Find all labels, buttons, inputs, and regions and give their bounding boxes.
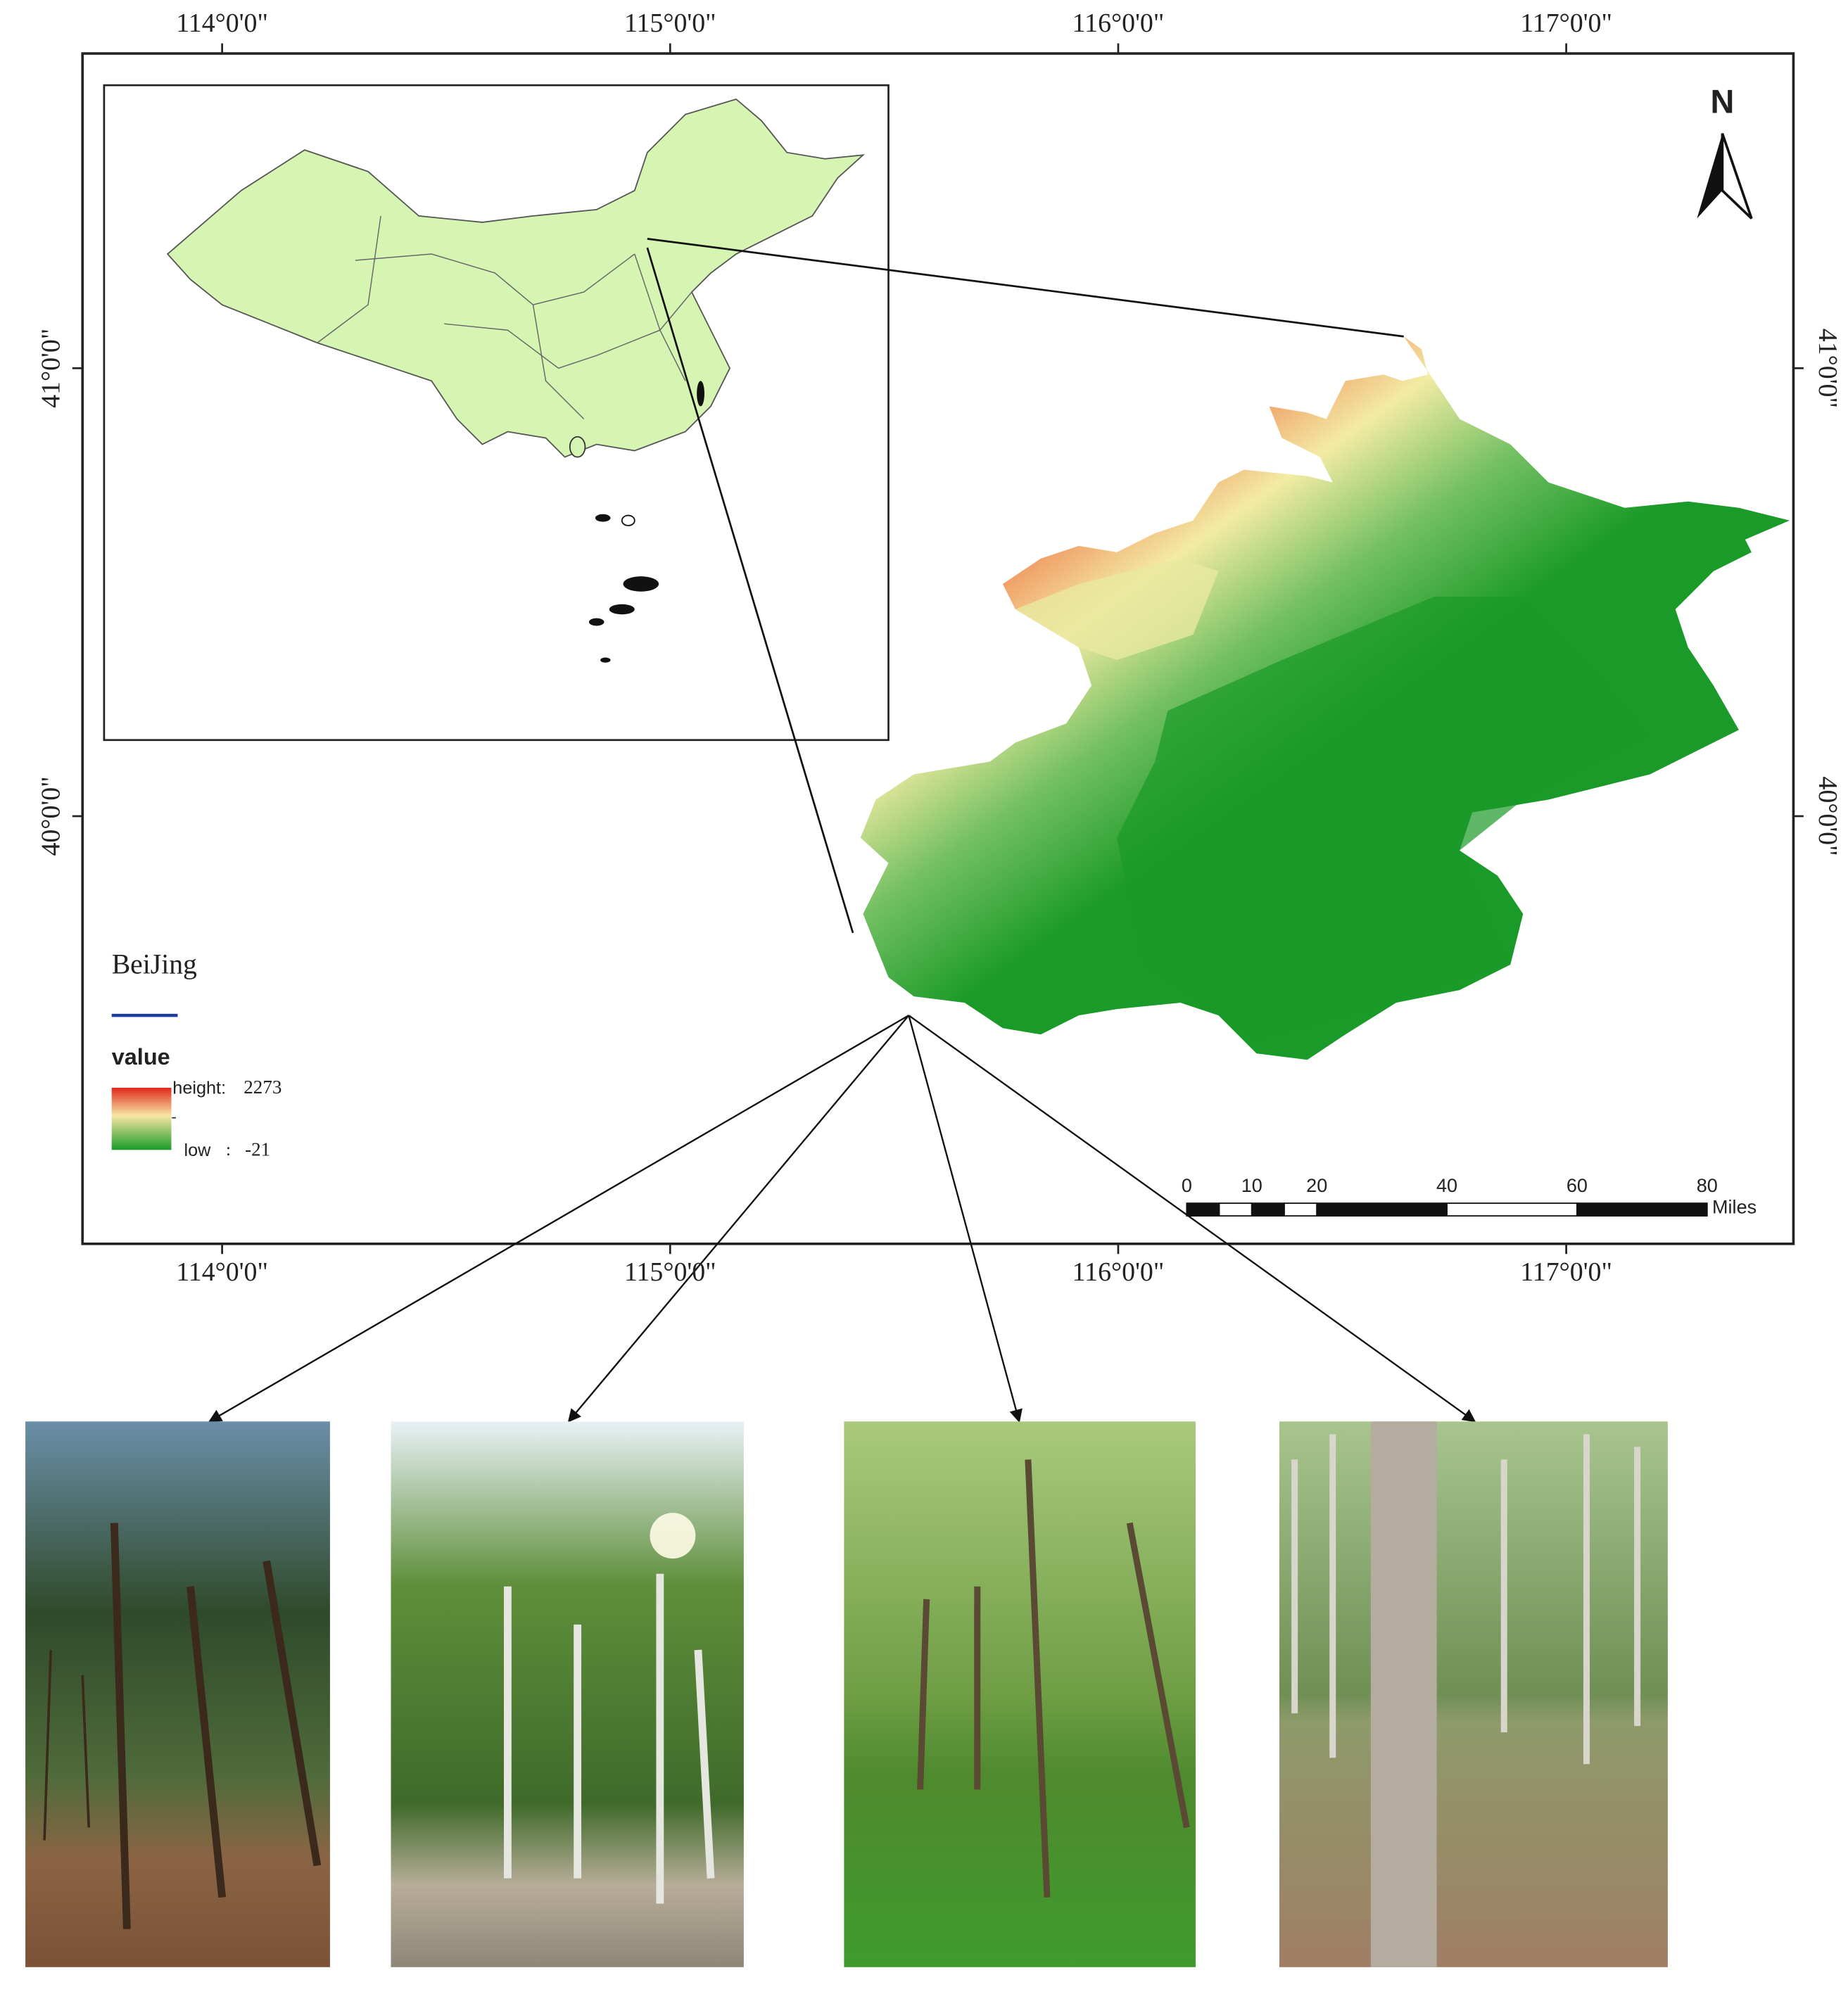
connector-lines	[646, 238, 1404, 934]
legend-low-label: low	[184, 1141, 212, 1160]
legend-value-label: value	[112, 1044, 170, 1069]
north-label: N	[1711, 84, 1735, 120]
scale-segment	[1251, 1202, 1285, 1217]
latitude-label: 41°0'0"	[1813, 329, 1842, 408]
scale-segment	[1218, 1202, 1253, 1217]
longitude-label: 116°0'0"	[1072, 8, 1165, 38]
legend-title: BeiJing	[112, 949, 197, 980]
yanqing-basin	[1015, 558, 1219, 661]
longitude-label: 114°0'0"	[176, 8, 268, 38]
longitude-label: 115°0'0"	[624, 1257, 716, 1287]
scale-segment	[1284, 1202, 1318, 1217]
scale-segment	[1446, 1202, 1578, 1217]
latitude-label: 41°0'0"	[36, 329, 65, 408]
longitude-label: 115°0'0"	[624, 8, 716, 38]
north-arrow	[1697, 133, 1723, 219]
legend-ramp	[111, 1087, 172, 1150]
plain	[1117, 596, 1650, 1041]
scale-segment	[1316, 1202, 1448, 1217]
scale-label: 10	[1241, 1175, 1262, 1196]
scale-label: 60	[1567, 1175, 1588, 1196]
scale-label: 40	[1436, 1175, 1457, 1196]
scale-segment	[1186, 1202, 1220, 1217]
longitude-label: 117°0'0"	[1520, 8, 1612, 38]
legend-high-value: 2273	[243, 1077, 281, 1098]
latitude-label: 40°0'0"	[36, 776, 65, 856]
photo	[391, 1421, 744, 1967]
legend-colon: :	[226, 1140, 231, 1160]
legend-high-label: height:	[172, 1078, 226, 1098]
photo-arrows	[208, 1015, 1476, 1423]
photo	[844, 1421, 1196, 1967]
north-arrow	[1721, 133, 1753, 220]
latitude-label: 40°0'0"	[1813, 776, 1842, 856]
scale-unit: Miles	[1712, 1196, 1757, 1217]
legend-low-value: -21	[245, 1138, 270, 1160]
islands	[569, 381, 704, 663]
photo	[1279, 1421, 1668, 1967]
longitude-label: 116°0'0"	[1072, 1257, 1165, 1287]
scale-label: 20	[1306, 1175, 1327, 1196]
legend-separator: -	[171, 1108, 176, 1125]
scale-label: 80	[1697, 1175, 1718, 1196]
china-outline	[166, 98, 866, 458]
photo	[25, 1421, 330, 1967]
province-borders	[317, 215, 692, 419]
inset-frame	[103, 84, 890, 742]
longitude-label: 114°0'0"	[176, 1257, 268, 1287]
longitude-label: 117°0'0"	[1520, 1257, 1612, 1287]
scale-segment	[1576, 1202, 1708, 1217]
scale-label: 0	[1182, 1175, 1192, 1196]
